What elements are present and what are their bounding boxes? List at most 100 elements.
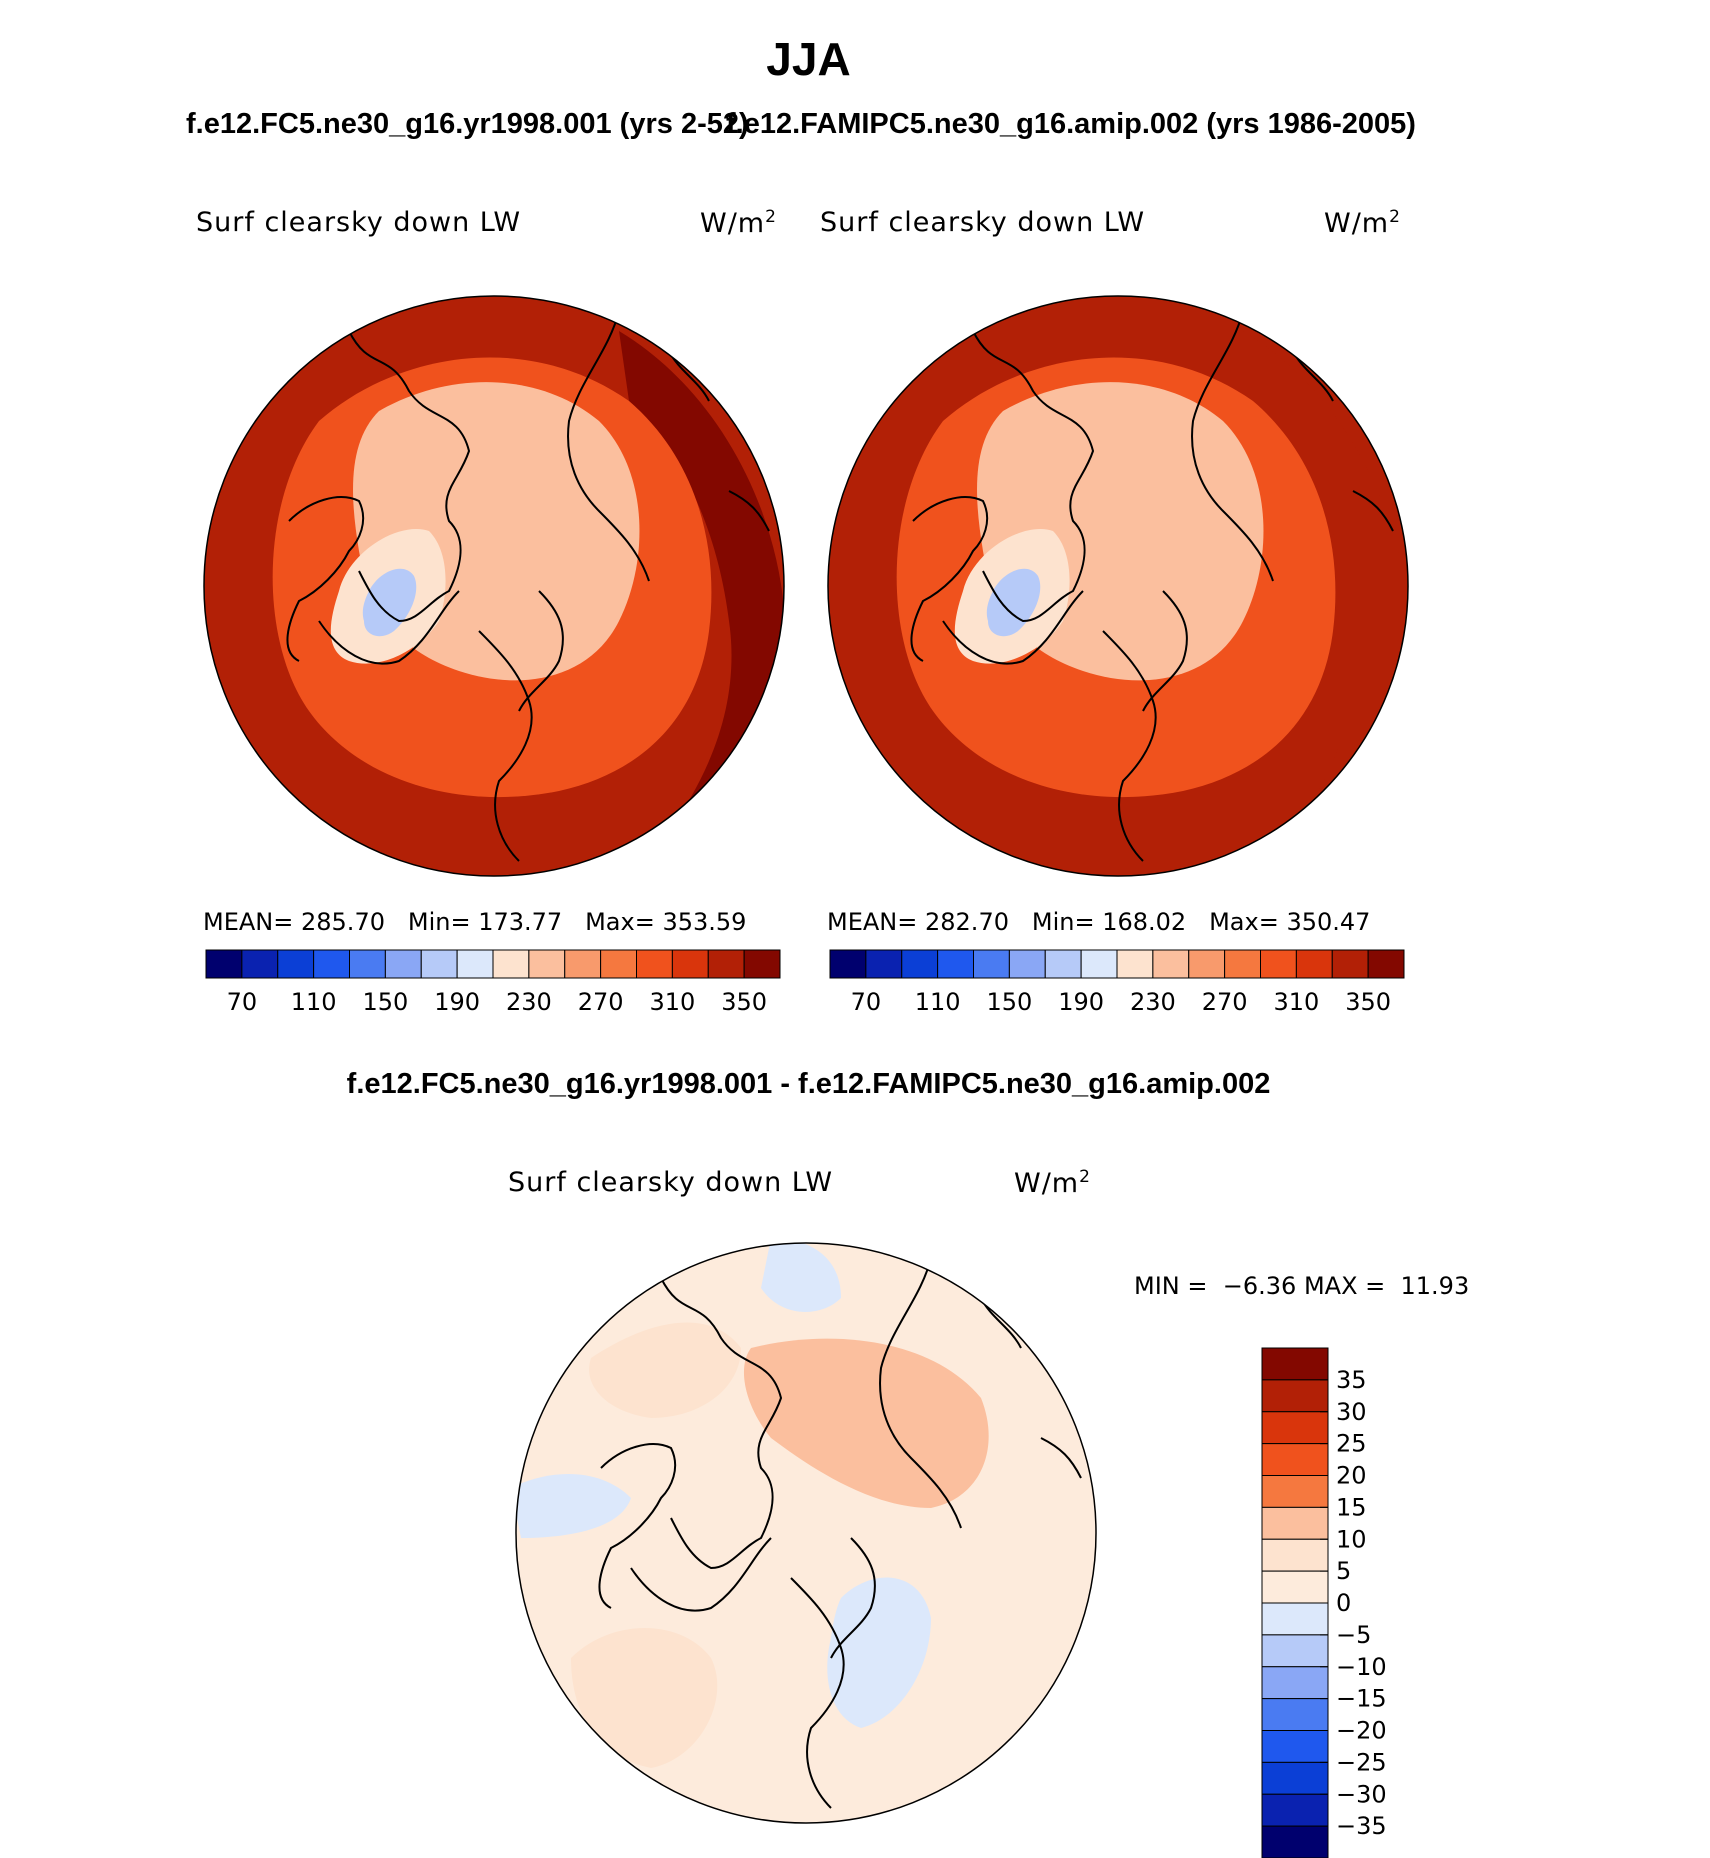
colorbar-swatch [636,949,673,979]
left-max-value: 353.59 [662,908,747,936]
colorbar-tick-label: 270 [578,988,624,1016]
map-boundary [827,295,1409,877]
difference-colorbar: 35 30 25 20 15 10 5 0 −5 −10 −15 −20 −25 −30 −35 [1261,1347,1387,1858]
left-panel-variable: Surf clearsky down LW [196,207,522,238]
colorbar-tick-label: 230 [506,988,552,1016]
coastline [879,1257,962,1529]
left-panel-run-title: f.e12.FC5.ne30_g16.yr1998.001 (yrs 2-52) [186,108,749,140]
colorbar-swatch [1261,1602,1329,1636]
colorbar-tick-label: 150 [362,988,408,1016]
coastline [518,590,564,712]
coastline [830,1537,876,1659]
colorbar-swatch [1261,1666,1329,1700]
colorbar-tick-label: 10 [1336,1525,1367,1553]
left-panel-stats: MEAN= 285.70 Min= 173.77 Max= 353.59 [203,908,747,936]
map-region-east-asia-negative [761,1243,841,1312]
colorbar-swatch [1261,1570,1329,1604]
colorbar-swatch [277,949,315,979]
colorbar-swatch [1295,949,1333,979]
map-region-pacific-asia-warm-band [1243,331,1408,851]
colorbar-swatch [1008,949,1046,979]
colorbar-tick-label: −35 [1336,1812,1387,1840]
right-panel-units: W/m2 [1324,207,1401,239]
colorbar-tick-label: 350 [721,988,767,1016]
colorbar-swatch [1261,1761,1329,1795]
right-min-value: 168.02 [1102,908,1187,936]
colorbar-swatch [600,949,637,979]
map-region-greenland-interior [362,568,417,637]
difference-units: W/m2 [1014,1167,1091,1199]
colorbar-tick-label: 15 [1336,1493,1367,1521]
colorbar-swatch [1261,1506,1329,1540]
colorbar-tick-label: −20 [1336,1717,1387,1745]
coastline [660,1277,783,1570]
colorbar-tick-label: −10 [1336,1653,1387,1681]
colorbar-tick-label: −25 [1336,1748,1387,1776]
colorbar-tick-label: 230 [1130,988,1176,1016]
colorbar-tick-label: 150 [986,988,1032,1016]
colorbar-swatch [1188,949,1226,979]
map-region-pacific-asia-warm-band [619,331,784,851]
colorbar-swatch [1044,949,1082,979]
colorbar-swatch [1224,949,1261,979]
left-min-value: 173.77 [478,908,563,936]
left-colorbar: 70 110 150 190 230 270 310 350 [205,949,781,1016]
right-max-value: 350.47 [1286,908,1371,936]
difference-max-value: 11.93 [1400,1272,1470,1300]
colorbar-swatch [1261,1411,1329,1445]
coastline [1352,490,1394,532]
colorbar-swatch [671,949,709,979]
right-mean-value: 282.70 [925,908,1009,936]
colorbar-swatch [1080,949,1118,979]
colorbar-tick-label: 70 [227,988,258,1016]
right-colorbar: 70 110 150 190 230 270 310 350 [829,949,1405,1016]
coastline [1102,630,1157,862]
colorbar-tick-label: 110 [291,988,337,1016]
colorbar-swatch [1331,949,1369,979]
colorbar-tick-label: 30 [1336,1398,1367,1426]
left-mean-value: 285.70 [301,908,385,936]
colorbar-swatch [1261,1793,1329,1827]
left-polar-map [203,295,785,877]
right-panel-stats: MEAN= 282.70 Min= 168.02 Max= 350.47 [827,908,1371,936]
map-region-greenland-interior [986,568,1041,637]
colorbar-swatch [901,949,939,979]
colorbar-swatch [1261,1443,1329,1476]
difference-min-value: −6.36 [1222,1272,1297,1300]
colorbar-tick-label: 110 [915,988,961,1016]
colorbar-swatch [420,949,458,979]
colorbar-tick-label: 310 [649,988,695,1016]
map-boundary [515,1242,1097,1824]
colorbar-swatch [743,949,781,979]
left-panel-units: W/m2 [700,207,777,239]
coastline [1142,590,1188,712]
colorbar-swatch [829,949,867,979]
colorbar-tick-label: 5 [1336,1557,1351,1585]
colorbar-tick-label: 25 [1336,1430,1367,1458]
colorbar-tick-label: 70 [851,988,882,1016]
map-region-alaska-negative [516,1474,631,1538]
coastline [598,1443,677,1609]
colorbar-swatch [707,949,745,979]
colorbar-swatch [384,949,422,979]
colorbar-swatch [564,949,602,979]
coastline [728,490,770,532]
colorbar-tick-label: 20 [1336,1462,1367,1490]
coastline [318,590,460,665]
colorbar-swatch [1367,949,1405,979]
map-boundary [203,295,785,877]
colorbar-swatch [456,949,494,979]
right-panel-run-title: f.e12.FAMIPC5.ne30_g16.amip.002 (yrs 198… [726,108,1416,140]
colorbar-swatch [205,949,243,979]
colorbar-swatch [313,949,350,979]
colorbar-swatch [1116,949,1154,979]
difference-polar-map [515,1242,1097,1824]
coastline [348,330,471,623]
difference-variable: Surf clearsky down LW [508,1167,834,1198]
colorbar-swatch [1261,1634,1329,1668]
colorbar-tick-label: −30 [1336,1780,1387,1808]
map-region-central-asia-positive [743,1338,989,1508]
colorbar-swatch [1261,1698,1329,1731]
colorbar-swatch [865,949,903,979]
colorbar-swatch [492,949,530,979]
